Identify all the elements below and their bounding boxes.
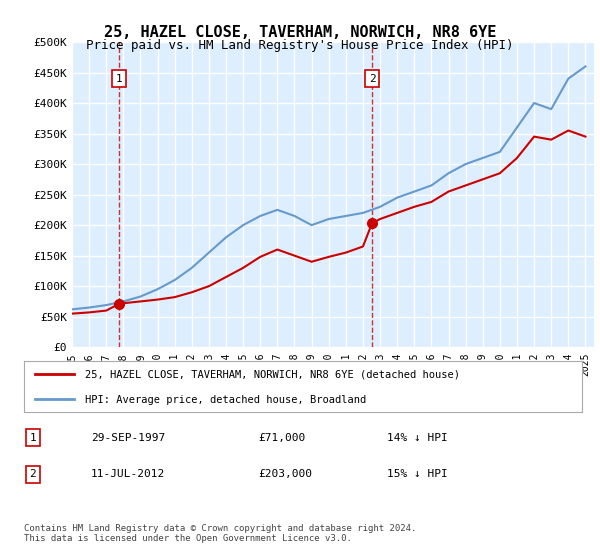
Text: 14% ↓ HPI: 14% ↓ HPI [387, 432, 448, 442]
Text: 15% ↓ HPI: 15% ↓ HPI [387, 469, 448, 479]
Text: 1: 1 [116, 73, 122, 83]
Text: HPI: Average price, detached house, Broadland: HPI: Average price, detached house, Broa… [85, 395, 367, 405]
Text: £71,000: £71,000 [259, 432, 305, 442]
Text: 29-SEP-1997: 29-SEP-1997 [91, 432, 165, 442]
Text: 25, HAZEL CLOSE, TAVERHAM, NORWICH, NR8 6YE (detached house): 25, HAZEL CLOSE, TAVERHAM, NORWICH, NR8 … [85, 370, 460, 380]
Text: Price paid vs. HM Land Registry's House Price Index (HPI): Price paid vs. HM Land Registry's House … [86, 39, 514, 52]
Text: 25, HAZEL CLOSE, TAVERHAM, NORWICH, NR8 6YE: 25, HAZEL CLOSE, TAVERHAM, NORWICH, NR8 … [104, 25, 496, 40]
Text: £203,000: £203,000 [259, 469, 313, 479]
Text: 1: 1 [29, 432, 37, 442]
Text: 11-JUL-2012: 11-JUL-2012 [91, 469, 165, 479]
Text: Contains HM Land Registry data © Crown copyright and database right 2024.
This d: Contains HM Land Registry data © Crown c… [24, 524, 416, 543]
Text: 2: 2 [368, 73, 376, 83]
Text: 2: 2 [29, 469, 37, 479]
